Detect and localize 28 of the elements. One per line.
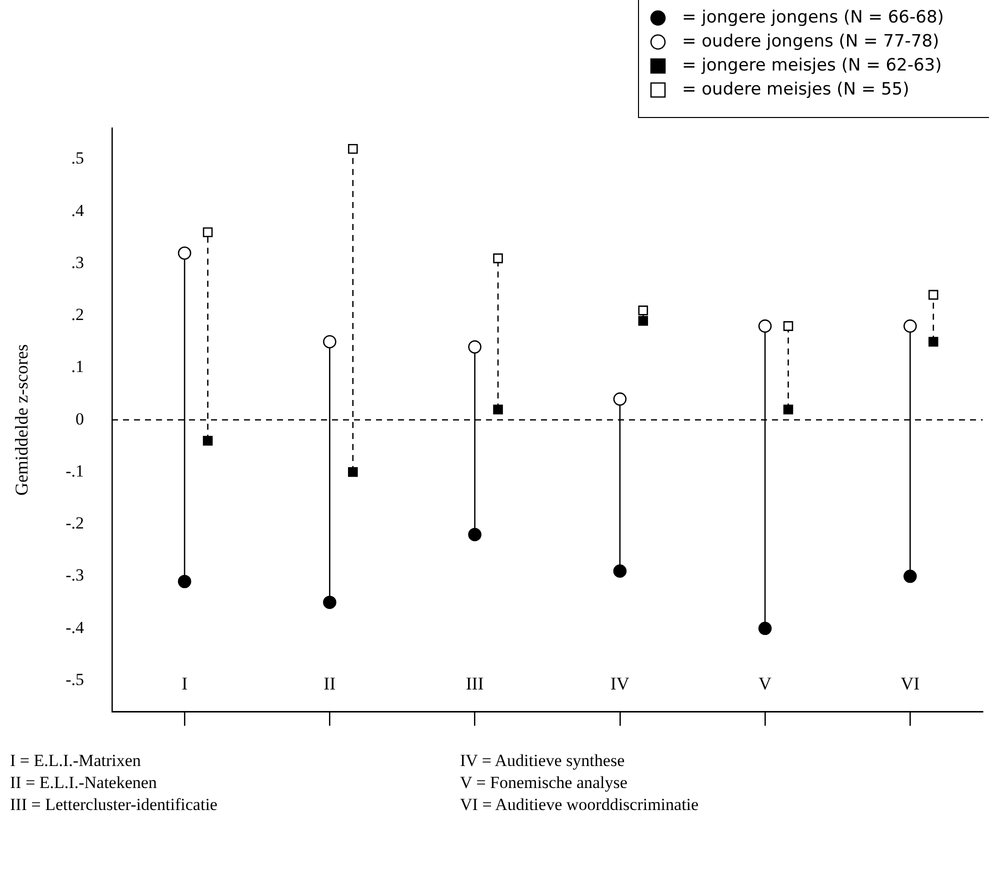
y-tick-label: -.3 bbox=[66, 566, 84, 585]
x-tick-label: III bbox=[466, 673, 484, 694]
x-tick-label: II bbox=[324, 673, 336, 694]
legend-label: = jongere meisjes (N = 62-63) bbox=[682, 55, 942, 76]
x-tick-label: V bbox=[758, 673, 772, 694]
text: III = Lettercluster-identificatie bbox=[10, 794, 218, 816]
text: I = E.L.I.-Matrixen bbox=[10, 750, 142, 772]
y-tick-label: -.5 bbox=[66, 670, 84, 689]
y-tick-label: .1 bbox=[71, 357, 84, 376]
legend-label: = jongere jongens (N = 66-68) bbox=[682, 7, 944, 28]
x-tick-label: I bbox=[182, 673, 188, 694]
y-tick-label: .5 bbox=[71, 148, 84, 168]
text: IV = Auditieve synthese bbox=[460, 750, 626, 772]
x-tick-label: VI bbox=[900, 673, 920, 694]
y-tick-label: -.2 bbox=[66, 514, 84, 533]
text: VI = Auditieve woorddiscriminatie bbox=[460, 794, 700, 816]
y-tick-label: .4 bbox=[71, 200, 85, 220]
text: II = E.L.I.-Natekenen bbox=[10, 772, 158, 794]
legend-label: = oudere meisjes (N = 55) bbox=[682, 79, 910, 100]
x-tick-label: IV bbox=[610, 673, 630, 694]
legend-label: = oudere jongens (N = 77-78) bbox=[682, 31, 940, 52]
text: V = Fonemische analyse bbox=[460, 772, 628, 794]
y-axis-title: Gemiddelde z-scores bbox=[12, 344, 32, 496]
y-tick-label: 0 bbox=[76, 409, 84, 428]
y-tick-label: -.4 bbox=[66, 618, 84, 637]
y-tick-label: .3 bbox=[71, 252, 84, 272]
y-tick-label: .2 bbox=[71, 305, 84, 324]
y-tick-label: -.1 bbox=[66, 461, 84, 480]
